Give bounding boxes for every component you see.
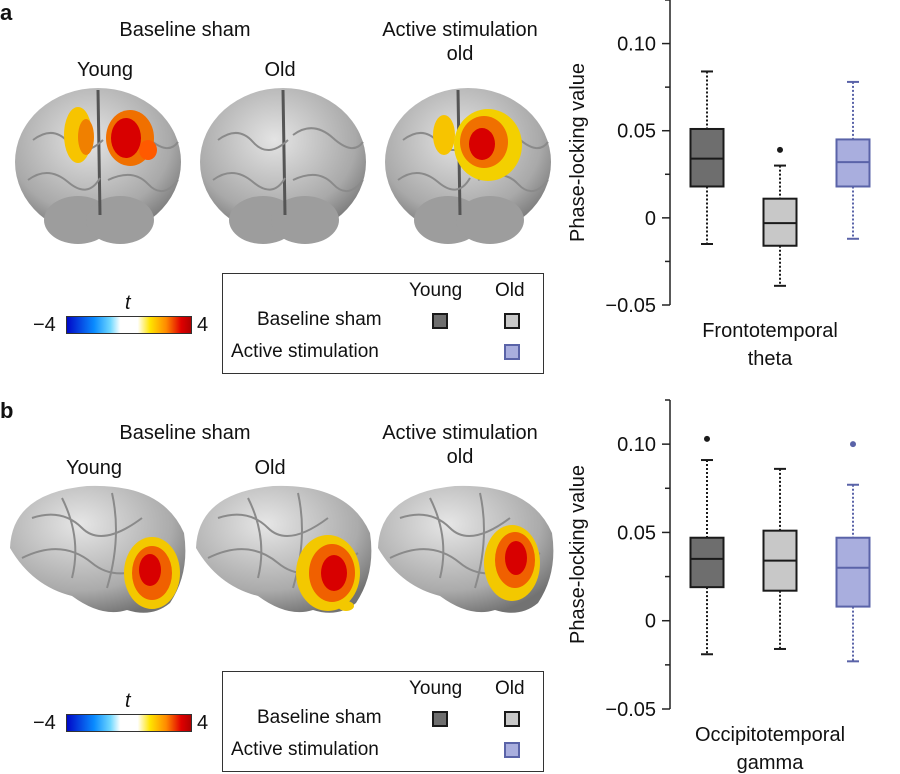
y-axis-label: Phase-locking value [567,63,589,242]
panel-b-colorbar-max: 4 [197,712,209,734]
y-tick-label: 0.05 [617,121,656,143]
y-tick-label: −0.05 [605,699,656,721]
panel-b-colorbar [66,714,192,732]
chart-occipitotemporal-gamma: −0.05 0 0.05 0.10 Phase-locking value Occipit… [567,399,871,774]
legend-baseline-label: Baseline sham [257,309,382,330]
panel-b-colorbar-min: −4 [33,712,56,734]
box-iqr [835,536,871,608]
chart-frontotemporal-theta: −0.05 0 0.05 0.10 Phase-locking value Frontot… [567,0,871,370]
brain-frontal-active-icon [385,88,551,244]
legend-baseline-label: Baseline sham [257,707,382,728]
panel-b-baseline-title: Baseline sham [119,422,251,444]
panel-a-legend: Young Old Baseline sham Active stimulati… [222,273,544,374]
panel-b-legend: Young Old Baseline sham Active stimulati… [222,671,544,772]
panel-a-baseline-title: Baseline sham [119,19,251,41]
panel-a-colorbar-var: t [125,292,131,314]
x-axis-label: theta [748,348,793,370]
x-axis-label: gamma [737,752,805,774]
panel-b-colorbar-var: t [125,690,131,712]
legend-old-swatch [504,313,520,329]
y-tick-label: −0.05 [605,295,656,317]
y-tick-label: 0 [645,208,656,230]
box-outlier-point [704,435,710,442]
y-tick-label: 0.05 [617,522,656,544]
legend-young-swatch [432,313,448,329]
legend-old-header: Old [495,678,525,699]
legend-active-swatch [504,742,520,758]
panel-a-old-label: Old [264,59,296,81]
panel-a-active-title: Active stimulation old [382,19,538,65]
box-outlier-point [777,146,783,153]
panel-b-old-label: Old [254,457,286,479]
panel-b-active-title: Active stimulation old [382,422,538,468]
brain-frontal-old-icon [200,88,366,244]
y-tick-label: 0.10 [617,34,656,56]
legend-young-swatch [432,711,448,727]
brain-lateral-old-icon [196,485,372,613]
y-tick-label: 0 [645,611,656,633]
legend-young-header: Young [409,678,463,699]
legend-active-label: Active stimulation [231,739,379,760]
legend-active-label: Active stimulation [231,341,379,362]
legend-old-header: Old [495,280,525,301]
legend-old-swatch [504,711,520,727]
x-axis-label: Frontotemporal [702,320,838,342]
box-outlier-point [850,441,856,448]
y-axis-label: Phase-locking value [567,465,589,644]
panel-b-label: b [0,398,14,423]
legend-young-header: Young [409,280,463,301]
x-axis-label: Occipitotemporal [695,724,845,746]
legend-active-swatch [504,344,520,360]
brain-frontal-young-icon [15,88,181,244]
brain-lateral-young-icon [10,485,186,613]
panel-a-label: a [0,0,13,25]
panel-a-young-label: Young [77,59,133,81]
y-tick-label: 0.10 [617,434,656,456]
panel-a-colorbar-max: 4 [197,314,209,336]
brain-lateral-active-icon [378,485,554,613]
box-iqr [689,536,725,589]
panel-a-colorbar-min: −4 [33,314,56,336]
panel-b-young-label: Young [66,457,122,479]
panel-a-colorbar [66,316,192,334]
